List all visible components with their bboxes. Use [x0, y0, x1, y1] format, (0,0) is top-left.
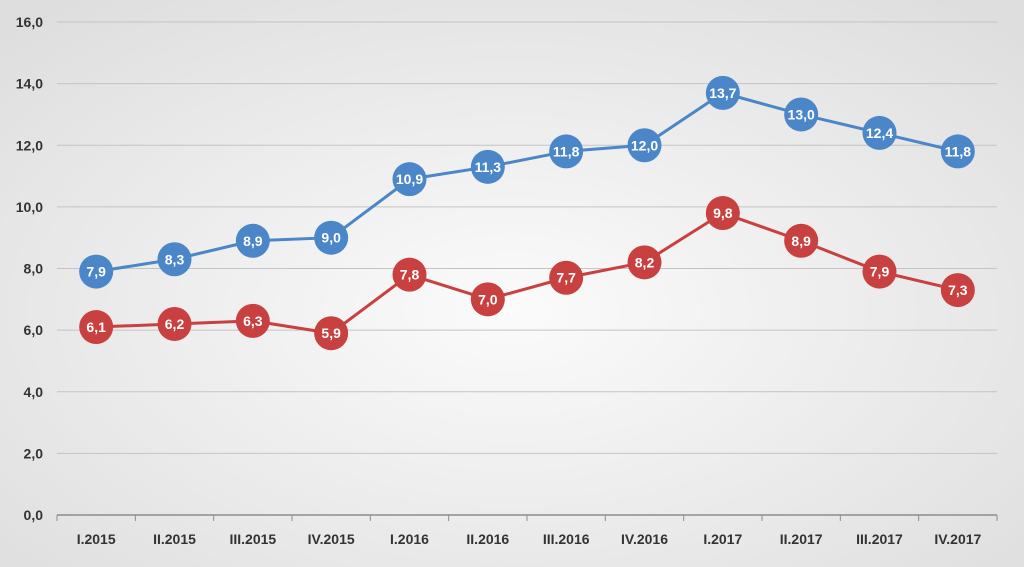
data-point-marker	[862, 254, 897, 289]
data-label: 8,3	[165, 251, 185, 267]
x-tick-label: III.2016	[543, 531, 590, 547]
y-tick-label: 2,0	[24, 445, 44, 461]
data-label: 7,9	[870, 264, 890, 280]
data-label: 7,9	[86, 264, 106, 280]
x-tick-label: IV.2016	[621, 531, 668, 547]
x-tick-label: IV.2015	[308, 531, 355, 547]
data-point-marker	[157, 306, 192, 341]
data-point-marker	[705, 75, 740, 110]
data-label: 11,3	[475, 159, 502, 175]
data-point-marker	[940, 134, 975, 169]
x-tick-label: II.2017	[780, 531, 823, 547]
data-label: 9,8	[713, 205, 733, 221]
data-point-marker	[392, 257, 427, 292]
y-tick-label: 14,0	[16, 76, 43, 92]
data-point-marker	[784, 97, 819, 132]
data-label: 12,0	[631, 137, 658, 153]
data-point-marker	[157, 242, 192, 277]
data-point-marker	[627, 128, 662, 163]
data-label: 8,9	[243, 233, 263, 249]
x-tick-label: I.2015	[77, 531, 116, 547]
data-point-marker	[79, 254, 114, 289]
x-axis-tick-labels: I.2015 II.2015 III.2015 IV.2015 I.2016 II.201…	[77, 531, 982, 547]
data-label: 6,1	[86, 319, 106, 335]
x-tick-label: II.2015	[153, 531, 196, 547]
y-tick-label: 4,0	[24, 384, 44, 400]
y-tick-label: 8,0	[24, 261, 44, 277]
data-label: 11,8	[945, 143, 972, 159]
data-point-marker	[392, 162, 427, 197]
data-label: 10,9	[396, 171, 423, 187]
data-point-marker	[235, 223, 270, 258]
y-tick-label: 0,0	[24, 507, 44, 523]
data-label: 7,8	[400, 267, 420, 283]
data-point-marker	[235, 303, 270, 338]
data-label: 8,2	[635, 254, 655, 270]
data-point-marker	[862, 115, 897, 150]
data-label: 8,9	[791, 233, 811, 249]
series-group: 7,9 8,3 8,9 9,0 10,9 11,3 11,8 12,0 13,7 13,0 12,4…	[79, 75, 975, 351]
data-label: 6,3	[243, 313, 263, 329]
series-2: 6,1 6,2 6,3 5,9 7,8 7,0 7,7 8,2 9,8 8,9 7,9 7,3	[79, 196, 975, 351]
data-label: 7,7	[556, 270, 576, 286]
data-point-marker	[314, 316, 349, 351]
data-label: 13,7	[709, 85, 736, 101]
x-tick-label: III.2015	[229, 531, 276, 547]
y-axis-tick-labels: 0,0 2,0 4,0 6,0 8,0 10,0 12,0 14,0 16,0	[16, 14, 43, 523]
data-point-marker	[627, 245, 662, 280]
x-tick-label: IV.2017	[934, 531, 981, 547]
data-point-marker	[470, 149, 505, 184]
data-point-marker	[314, 220, 349, 255]
data-point-marker	[940, 273, 975, 308]
data-label: 12,4	[866, 125, 893, 141]
x-tick-label: III.2017	[856, 531, 903, 547]
gridlines	[56, 21, 998, 521]
x-tick-label: I.2016	[390, 531, 429, 547]
data-label: 5,9	[321, 325, 341, 341]
data-label: 9,0	[321, 230, 341, 246]
x-tick-label: I.2017	[703, 531, 742, 547]
data-label: 11,8	[553, 143, 580, 159]
y-tick-label: 12,0	[16, 137, 43, 153]
series-1: 7,9 8,3 8,9 9,0 10,9 11,3 11,8 12,0 13,7 13,0 12,4…	[79, 75, 975, 289]
data-point-marker	[549, 134, 584, 169]
data-label: 6,2	[165, 316, 185, 332]
data-point-marker	[79, 310, 114, 345]
data-label: 7,3	[948, 282, 968, 298]
y-tick-label: 16,0	[16, 14, 43, 30]
y-tick-label: 6,0	[24, 322, 44, 338]
x-tick-label: II.2016	[466, 531, 509, 547]
data-label: 13,0	[788, 106, 815, 122]
data-label: 7,0	[478, 291, 498, 307]
y-tick-label: 10,0	[16, 199, 43, 215]
data-point-marker	[705, 196, 740, 231]
data-point-marker	[784, 223, 819, 258]
data-point-marker	[549, 260, 584, 295]
data-point-marker	[470, 282, 505, 317]
